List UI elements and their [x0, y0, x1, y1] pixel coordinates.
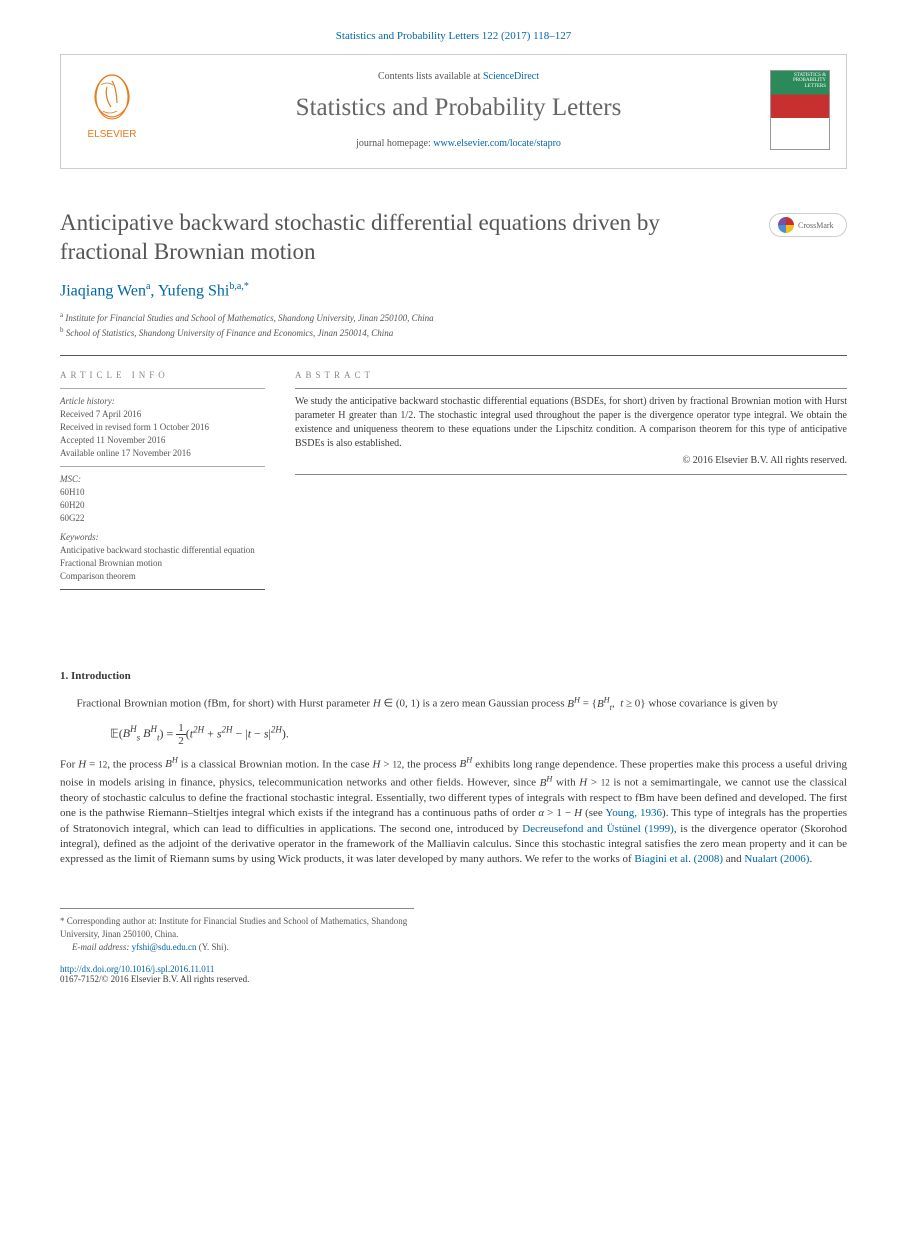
msc-3: 60G22	[60, 512, 265, 525]
abstract-label: ABSTRACT	[295, 370, 847, 380]
author-1[interactable]: Jiaqiang Wen	[60, 282, 146, 299]
header-center: Contents lists available at ScienceDirec…	[163, 71, 754, 149]
msc-block: MSC: 60H10 60H20 60G22	[60, 473, 265, 525]
sciencedirect-link[interactable]: ScienceDirect	[483, 71, 539, 82]
email-label: E-mail address:	[72, 942, 129, 952]
keyword-2: Fractional Brownian motion	[60, 557, 265, 570]
ref-nualart[interactable]: Nualart (2006)	[744, 853, 809, 865]
keyword-3: Comparison theorem	[60, 570, 265, 583]
p2f: with	[552, 777, 579, 789]
section-introduction: 1. Introduction Fractional Brownian moti…	[60, 670, 847, 867]
received-date: Received 7 April 2016	[60, 408, 265, 421]
footnotes: * Corresponding author at: Institute for…	[60, 908, 414, 954]
divider	[60, 388, 265, 389]
email-footnote: E-mail address: yfshi@sdu.edu.cn (Y. Shi…	[60, 941, 414, 954]
info-label: ARTICLE INFO	[60, 370, 265, 380]
copyright: © 2016 Elsevier B.V. All rights reserved…	[295, 455, 847, 466]
p2c: is a classical Brownian motion. In the c…	[178, 758, 373, 770]
p2d: , the process	[402, 758, 460, 770]
p2b: , the process	[107, 758, 165, 770]
affil-b-text: School of Statistics, Shandong Universit…	[66, 328, 393, 338]
title-row: Anticipative backward stochastic differe…	[60, 209, 847, 267]
author-2-affil: b,a,	[229, 281, 243, 292]
affil-b-sup: b	[60, 326, 64, 334]
doi-link[interactable]: http://dx.doi.org/10.1016/j.spl.2016.11.…	[60, 964, 214, 974]
online-date: Available online 17 November 2016	[60, 447, 265, 460]
homepage-prefix: journal homepage:	[356, 138, 433, 149]
paragraph-2: For H = 12, the process BH is a classica…	[60, 755, 847, 868]
contents-available: Contents lists available at ScienceDirec…	[163, 71, 754, 82]
email-link[interactable]: yfshi@sdu.edu.cn	[132, 942, 197, 952]
article-title: Anticipative backward stochastic differe…	[60, 209, 749, 267]
homepage-link[interactable]: www.elsevier.com/locate/stapro	[433, 138, 561, 149]
paragraph-1: Fractional Brownian motion (fBm, for sho…	[60, 694, 847, 713]
msc-2: 60H20	[60, 499, 265, 512]
msc-1: 60H10	[60, 486, 265, 499]
cover-title: STATISTICS & PROBABILITY LETTERS	[771, 71, 829, 92]
section-heading: 1. Introduction	[60, 670, 847, 682]
doi-block: http://dx.doi.org/10.1016/j.spl.2016.11.…	[60, 964, 847, 984]
email-name: (Y. Shi).	[199, 942, 229, 952]
p1c: whose covariance is given by	[646, 698, 778, 710]
keyword-1: Anticipative backward stochastic differe…	[60, 544, 265, 557]
msc-label: MSC:	[60, 473, 265, 486]
divider	[295, 474, 847, 475]
p2a: For	[60, 758, 78, 770]
divider	[295, 388, 847, 389]
elsevier-logo[interactable]: ELSEVIER	[77, 67, 147, 152]
author-1-affil: a	[146, 281, 150, 292]
p1a: Fractional Brownian motion (fBm, for sho…	[77, 698, 373, 710]
p2k: and	[723, 853, 744, 865]
info-abstract-row: ARTICLE INFO Article history: Received 7…	[60, 370, 847, 590]
accepted-date: Accepted 11 November 2016	[60, 434, 265, 447]
ref-decreusefond[interactable]: Decreusefond and Üstünel (1999)	[522, 823, 674, 835]
corresponding-text: Corresponding author at: Institute for F…	[60, 916, 407, 939]
crossmark-badge[interactable]: CrossMark	[769, 213, 847, 237]
revised-date: Received in revised form 1 October 2016	[60, 421, 265, 434]
crossmark-icon	[778, 217, 794, 233]
keywords-label: Keywords:	[60, 531, 265, 544]
equation-1: 𝔼(BHs BHt) = 12(t2H + s2H − |t − s|2H).	[110, 722, 847, 747]
article-history: Article history: Received 7 April 2016 R…	[60, 395, 265, 460]
authors: Jiaqiang Wena, Yufeng Shib,a,*	[60, 281, 847, 300]
affil-a-sup: a	[60, 311, 63, 319]
divider	[60, 589, 265, 590]
corresponding-star: *	[244, 281, 249, 292]
p2h: (see	[582, 807, 605, 819]
crossmark-label: CrossMark	[798, 221, 834, 230]
corresponding-footnote: * Corresponding author at: Institute for…	[60, 915, 414, 941]
author-2[interactable]: Yufeng Shi	[158, 282, 230, 299]
footnote-star: *	[60, 916, 65, 926]
abstract-text: We study the anticipative backward stoch…	[295, 395, 847, 451]
abstract: ABSTRACT We study the anticipative backw…	[295, 370, 847, 590]
svg-text:ELSEVIER: ELSEVIER	[88, 129, 137, 140]
article-info: ARTICLE INFO Article history: Received 7…	[60, 370, 265, 590]
divider	[60, 355, 847, 356]
journal-reference[interactable]: Statistics and Probability Letters 122 (…	[60, 30, 847, 42]
issn-copyright: 0167-7152/© 2016 Elsevier B.V. All right…	[60, 974, 249, 984]
affiliation-a: a Institute for Financial Studies and Sc…	[60, 310, 847, 326]
journal-name: Statistics and Probability Letters	[163, 94, 754, 122]
ref-young[interactable]: Young, 1936	[605, 807, 662, 819]
homepage-line: journal homepage: www.elsevier.com/locat…	[163, 138, 754, 149]
keywords-block: Keywords: Anticipative backward stochast…	[60, 531, 265, 583]
journal-cover-thumbnail[interactable]: STATISTICS & PROBABILITY LETTERS	[770, 70, 830, 150]
ref-biagini[interactable]: Biagini et al. (2008)	[634, 853, 723, 865]
history-label: Article history:	[60, 395, 265, 408]
journal-header: ELSEVIER Contents lists available at Sci…	[60, 54, 847, 169]
affiliation-b: b School of Statistics, Shandong Univers…	[60, 325, 847, 341]
p2l: .	[809, 853, 812, 865]
affil-a-text: Institute for Financial Studies and Scho…	[65, 313, 433, 323]
affiliations: a Institute for Financial Studies and Sc…	[60, 310, 847, 341]
divider	[60, 466, 265, 467]
p1b: is a zero mean Gaussian process	[420, 698, 568, 710]
contents-prefix: Contents lists available at	[378, 71, 483, 82]
